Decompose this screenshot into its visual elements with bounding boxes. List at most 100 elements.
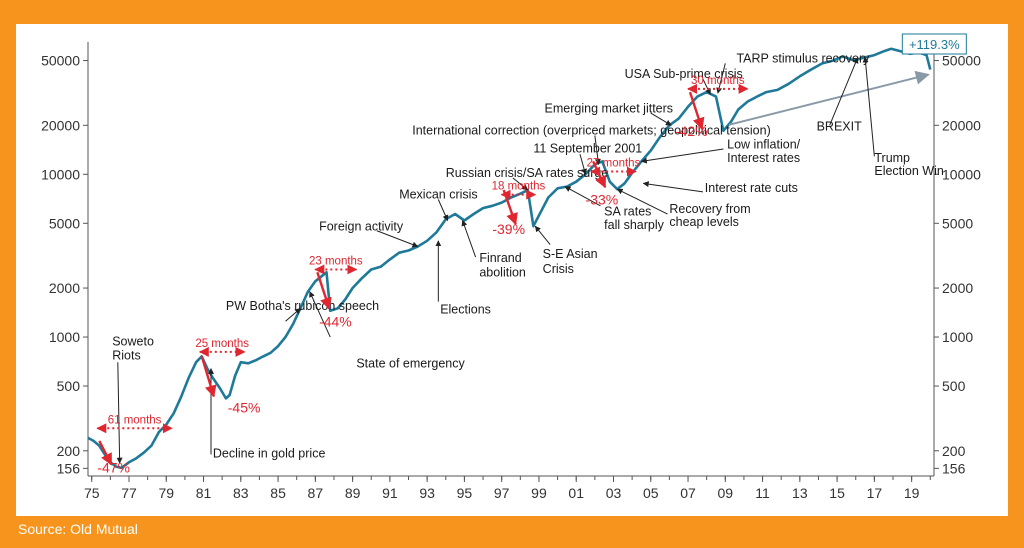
x-tick-label: 89 [345, 485, 361, 501]
event-label: Decline in gold price [213, 446, 326, 460]
drawdown-percent-label: -45% [228, 399, 261, 415]
event-label: BREXIT [817, 119, 863, 133]
y-tick-label-left: 50000 [41, 53, 80, 69]
y-tick-label-left: 156 [57, 460, 81, 476]
x-tick-label: 91 [382, 485, 398, 501]
y-tick-label-right: 20000 [942, 117, 981, 133]
y-tick-label-right: 10000 [942, 166, 981, 182]
chart-panel: 156 156 200 200 500 500 1000 1000 2000 2000 5000 50… [16, 24, 1008, 516]
y-tick-label-left: 200 [57, 443, 81, 459]
y-tick-label-right: 2000 [942, 280, 973, 296]
event-pointer-arrow [376, 230, 419, 248]
y-tick-label-left: 500 [57, 378, 81, 394]
event-pointer-arrow [116, 362, 123, 464]
y-tick-label-right: 1000 [942, 329, 973, 345]
drawdown-percent-label: -44% [319, 314, 352, 330]
event-label: 11 September 2001 [533, 142, 642, 156]
y-tick-label-left: 1000 [49, 329, 80, 345]
x-tick-label: 05 [643, 485, 659, 501]
event-pointer-arrow [512, 177, 529, 191]
drawdown-decline-arrow [200, 356, 217, 398]
event-pointer-arrow [862, 56, 875, 157]
drawdown-percent-label: -47% [97, 460, 130, 476]
event-label: SA rates [604, 204, 651, 218]
y-tick-label-left: 10000 [41, 166, 80, 182]
x-tick-label: 99 [531, 485, 547, 501]
x-tick-label: 13 [792, 485, 808, 501]
event-pointer-arrow [564, 186, 601, 207]
event-label: TARP stimulus recovery [736, 52, 870, 66]
event-pointer-arrow [650, 112, 672, 126]
event-label: S-E Asian [543, 247, 598, 261]
event-label: Elections [440, 302, 491, 316]
event-label: State of emergency [356, 356, 465, 370]
x-tick-label: 79 [158, 485, 174, 501]
event-label: International correction (overpriced mar… [412, 124, 771, 138]
x-tick-label: 11 [755, 485, 770, 501]
x-tick-label: 09 [718, 485, 734, 501]
event-pointer-arrow [579, 154, 587, 175]
x-tick-label: 93 [419, 485, 435, 501]
drawdown-decline-arrow [592, 160, 607, 189]
x-tick-label: 15 [829, 485, 845, 501]
y-tick-label-right: 200 [942, 443, 966, 459]
event-pointer-arrow [829, 57, 859, 126]
event-label: USA Sub-prime crisis [625, 67, 743, 81]
drawdown-months-label: 30 months [691, 75, 745, 87]
drawdown-percent-label: -33% [586, 192, 619, 208]
drawdown-months-label: 18 months [492, 181, 546, 193]
drawdown-percent-label: -42% [675, 123, 708, 139]
end-label-text: +119.3% [909, 37, 960, 52]
y-tick-label-left: 2000 [49, 280, 80, 296]
event-label: Election Win [874, 164, 944, 178]
event-label: abolition [479, 266, 526, 280]
event-label: Finrand [479, 251, 521, 265]
event-label: Emerging market jitters [545, 101, 674, 115]
event-pointer-arrow [285, 307, 301, 322]
drawdown-months-label: 25 months [195, 338, 249, 350]
x-tick-label: 75 [84, 485, 100, 501]
drawdown-decline-arrow [502, 189, 518, 226]
event-pointer-arrow [309, 291, 331, 338]
x-tick-label: 01 [568, 485, 584, 501]
recovery-arrow [728, 70, 930, 126]
y-tick-label-right: 500 [942, 378, 966, 394]
event-pointer-arrow [616, 188, 668, 215]
event-label: Trump [874, 151, 910, 165]
event-label: Foreign activity [319, 220, 404, 234]
x-tick-label: 85 [270, 485, 286, 501]
event-label: cheap levels [669, 215, 739, 229]
x-tick-label: 87 [308, 485, 324, 501]
event-label: Interest rate cuts [705, 181, 798, 195]
event-label: fall sharply [604, 218, 664, 232]
drawdown-months-label: 23 months [309, 256, 363, 268]
x-tick-label: 95 [457, 485, 473, 501]
x-tick-label: 77 [121, 485, 137, 501]
x-tick-label: 97 [494, 485, 510, 501]
y-tick-label-left: 20000 [41, 117, 80, 133]
event-pointer-arrow [461, 219, 477, 258]
source-note: Source: Old Mutual [18, 521, 138, 537]
event-label: Recovery from [669, 202, 750, 216]
event-label: Crisis [543, 262, 574, 276]
event-pointer-arrow [642, 181, 704, 193]
x-tick-label: 17 [867, 485, 883, 501]
y-tick-label-left: 5000 [49, 215, 80, 231]
event-pointer-arrow [437, 199, 449, 222]
event-label: PW Botha's rubicon speech [226, 299, 379, 313]
event-pointer-arrow [534, 225, 551, 245]
event-pointer-arrow [640, 148, 724, 164]
event-label: Soweto [112, 334, 154, 348]
event-pointer-arrow [594, 135, 601, 166]
y-tick-label-right: 156 [942, 460, 966, 476]
drawdown-decline-arrow [98, 440, 113, 466]
x-tick-label: 83 [233, 485, 249, 501]
end-label-box [901, 33, 967, 55]
event-label: Interest rates [727, 151, 800, 165]
event-label: Low inflation/ [727, 138, 800, 152]
x-tick-label: 03 [606, 485, 622, 501]
drawdown-months-label: 61 months [108, 414, 162, 426]
